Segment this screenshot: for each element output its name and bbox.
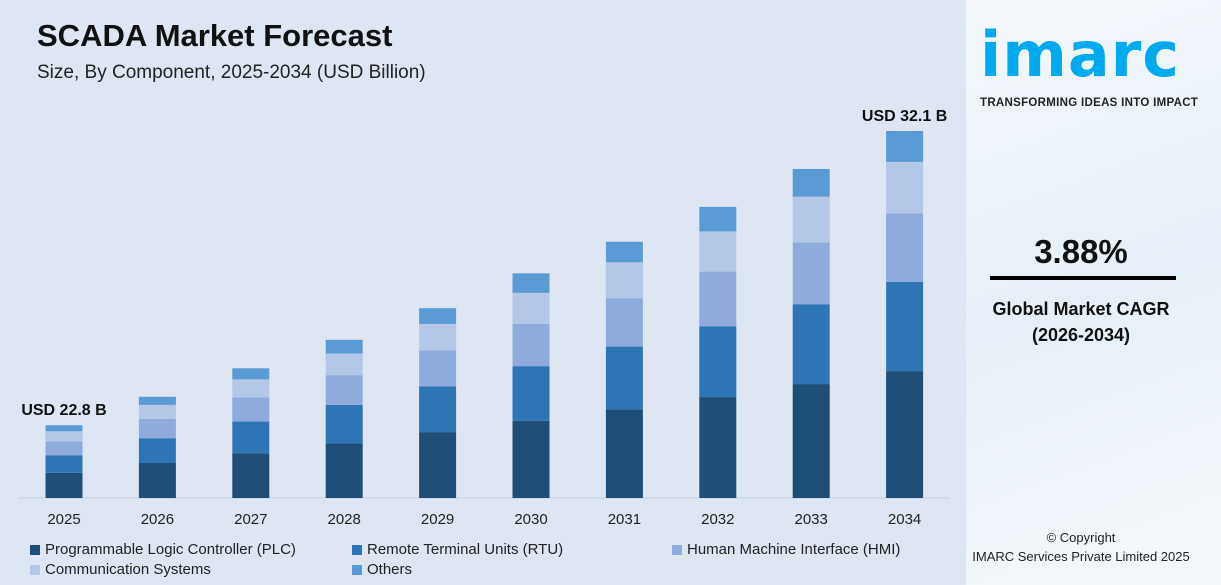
bar-segment-2028-2 xyxy=(325,375,363,405)
divider xyxy=(990,276,1176,280)
legend-label: Communication Systems xyxy=(45,561,211,578)
chart-subtitle: Size, By Component, 2025-2034 (USD Billi… xyxy=(37,62,426,83)
bar-segment-2033-1 xyxy=(792,304,830,385)
x-tick-label: 2026 xyxy=(141,511,174,528)
bar-segment-2034-3 xyxy=(886,161,924,214)
legend-swatch xyxy=(30,544,40,555)
bar-segment-2029-1 xyxy=(419,386,457,433)
bar-segment-2026-0 xyxy=(138,462,176,498)
bar-segment-2028-1 xyxy=(325,404,363,444)
bar-segment-2032-4 xyxy=(699,206,737,232)
x-tick-label: 2033 xyxy=(795,511,828,528)
bar-segment-2028-4 xyxy=(325,339,363,354)
bar-segment-2031-4 xyxy=(605,241,643,263)
stacked-bar-chart: 2025 USD 22.8 B 2026 2027 2028 2029 2030 2031 20… xyxy=(18,108,950,528)
legend-item-communication: Communication Systems xyxy=(30,561,211,578)
legend-label: Human Machine Interface (HMI) xyxy=(687,541,901,558)
bar-segment-2032-0 xyxy=(699,397,737,498)
bar-segment-2030-0 xyxy=(512,420,550,498)
bar-segment-2033-3 xyxy=(792,196,830,243)
legend-item-plc: Programmable Logic Controller (PLC) xyxy=(30,541,296,558)
bar-segment-2027-3 xyxy=(232,379,270,398)
bar-segment-2026-1 xyxy=(138,438,176,463)
bar-segment-2028-3 xyxy=(325,353,363,376)
legend-item-rtu: Remote Terminal Units (RTU) xyxy=(352,541,563,558)
bar-segment-2031-3 xyxy=(605,262,643,299)
chart-title: SCADA Market Forecast xyxy=(37,18,393,53)
bar-segment-2025-4 xyxy=(45,425,83,432)
bar-segment-2030-3 xyxy=(512,292,550,324)
bar-segment-2029-3 xyxy=(419,323,457,351)
bar-segment-2027-1 xyxy=(232,421,270,454)
bar-segment-2027-4 xyxy=(232,368,270,380)
bar-segment-2034-1 xyxy=(886,281,924,372)
x-tick-label: 2032 xyxy=(701,511,734,528)
bar-segment-2026-3 xyxy=(138,404,176,419)
x-tick-label: 2031 xyxy=(608,511,641,528)
bar-segment-2025-2 xyxy=(45,441,83,456)
x-tick-label: 2027 xyxy=(234,511,267,528)
legend-item-hmi: Human Machine Interface (HMI) xyxy=(672,541,900,558)
bar-segment-2026-2 xyxy=(138,418,176,439)
legend-swatch xyxy=(352,564,362,575)
bar-segment-2031-0 xyxy=(605,409,643,498)
legend-label: Others xyxy=(367,561,413,578)
bar-segment-2029-2 xyxy=(419,350,457,387)
bar-segment-2032-2 xyxy=(699,271,737,327)
x-tick-label: 2030 xyxy=(514,511,547,528)
bar-segment-2031-2 xyxy=(605,298,643,347)
legend-swatch xyxy=(30,564,40,575)
legend-label: Remote Terminal Units (RTU) xyxy=(367,541,564,558)
legend-swatch xyxy=(352,544,362,555)
total-annotation: USD 32.1 B xyxy=(862,108,947,125)
bar-segment-2032-3 xyxy=(699,231,737,272)
bar-segment-2034-4 xyxy=(886,131,924,162)
bar-segment-2030-4 xyxy=(512,273,550,293)
copyright: © Copyright IMARC Services Private Limite… xyxy=(966,528,1196,566)
bar-segment-2027-2 xyxy=(232,397,270,422)
x-tick-label: 2034 xyxy=(888,511,921,528)
info-panel: imarc TRANSFORMING IDEAS INTO IMPACT 3.8… xyxy=(966,0,1221,585)
bar-segment-2025-1 xyxy=(45,455,83,473)
bar-segment-2027-0 xyxy=(232,453,270,498)
cagr-label: Global Market CAGR (2026-2034) xyxy=(966,296,1196,348)
bar-segment-2031-1 xyxy=(605,346,643,410)
bar-segment-2033-0 xyxy=(792,384,830,498)
bar-segment-2025-3 xyxy=(45,431,83,442)
x-tick-label: 2025 xyxy=(47,511,80,528)
bar-segment-2026-4 xyxy=(138,396,176,405)
bar-segment-2029-0 xyxy=(419,432,457,498)
bar-segment-2030-1 xyxy=(512,366,550,421)
bar-segment-2029-4 xyxy=(419,308,457,324)
bar-segment-2034-2 xyxy=(886,213,924,282)
bar-segment-2033-2 xyxy=(792,242,830,305)
x-tick-label: 2028 xyxy=(328,511,361,528)
bar-segment-2032-1 xyxy=(699,326,737,398)
chart-panel: SCADA Market Forecast Size, By Component… xyxy=(0,0,966,585)
imarc-logo: imarc xyxy=(980,18,1181,91)
legend-item-others: Others xyxy=(352,561,412,578)
bar-segment-2034-0 xyxy=(886,371,924,498)
copyright-line: © Copyright xyxy=(1046,530,1116,545)
bar-segment-2030-2 xyxy=(512,323,550,367)
bar-segment-2025-0 xyxy=(45,472,83,498)
cagr-label-line1: Global Market CAGR xyxy=(992,299,1170,319)
bar-segment-2028-0 xyxy=(325,443,363,498)
cagr-label-line2: (2026-2034) xyxy=(1031,325,1131,345)
total-annotation: USD 22.8 B xyxy=(21,402,106,419)
x-tick-label: 2029 xyxy=(421,511,454,528)
cagr-value: 3.88% xyxy=(1034,233,1128,270)
legend-label: Programmable Logic Controller (PLC) xyxy=(45,541,296,558)
legend-swatch xyxy=(672,544,682,555)
bar-segment-2033-4 xyxy=(792,168,830,197)
company-line: IMARC Services Private Limited 2025 xyxy=(972,549,1190,564)
tagline: TRANSFORMING IDEAS INTO IMPACT xyxy=(980,97,1199,109)
